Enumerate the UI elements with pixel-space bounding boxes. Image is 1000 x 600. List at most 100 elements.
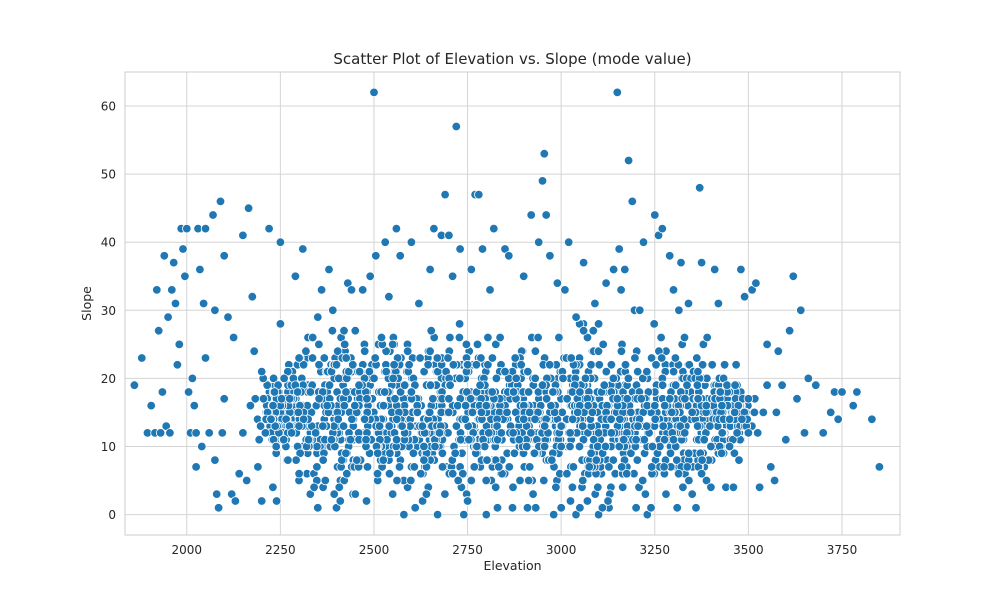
scatter-point [731, 360, 741, 370]
scatter-point [582, 496, 593, 506]
scatter-point [346, 285, 357, 295]
scatter-point [529, 448, 540, 459]
scatter-point [384, 292, 394, 302]
scatter-point [416, 469, 426, 479]
scatter-point [638, 237, 649, 247]
scatter-point [516, 360, 526, 370]
scatter-point [715, 387, 726, 397]
scatter-point [556, 441, 566, 452]
scatter-point [484, 428, 494, 438]
scatter-point [361, 496, 372, 506]
plot-frame [124, 71, 901, 536]
scatter-point [399, 509, 409, 520]
scatter-point [426, 326, 436, 336]
scatter-point [659, 462, 669, 472]
scatter-point [638, 475, 648, 486]
scatter-point [195, 264, 205, 275]
scatter-point [540, 421, 550, 431]
y-tick-label: 10 [101, 440, 116, 454]
scatter-point [301, 346, 311, 356]
scatter-point [526, 428, 536, 438]
x-tick-label: 2000 [172, 543, 203, 557]
scatter-point [451, 421, 462, 431]
scatter-point [137, 353, 147, 363]
scatter-point [312, 462, 322, 472]
scatter-point [444, 230, 454, 241]
scatter-point [710, 264, 720, 275]
scatter-point [395, 387, 406, 397]
scatter-point [180, 271, 190, 282]
scatter-point [432, 509, 443, 520]
scatter-point [673, 469, 684, 479]
scatter-point [362, 394, 372, 404]
scatter-point [701, 475, 712, 486]
scatter-point [372, 469, 383, 479]
scatter-point [753, 428, 763, 438]
x-tick-label: 3750 [827, 543, 858, 557]
scatter-point [699, 435, 709, 445]
scatter-point [318, 455, 328, 465]
scatter-point [626, 448, 636, 459]
scatter-point [129, 380, 140, 390]
y-axis-label: Slope [79, 286, 94, 321]
scatter-point [475, 380, 485, 390]
x-tick-label: 3500 [733, 543, 764, 557]
scatter-point [345, 435, 356, 445]
scatter-point [587, 407, 598, 418]
scatter-point [565, 496, 576, 506]
scatter-point [507, 503, 518, 513]
scatter-point [635, 305, 645, 316]
scatter-point [758, 407, 769, 418]
scatter-point [322, 400, 332, 411]
scatter-point [234, 469, 244, 479]
scatter-point [566, 353, 576, 363]
scatter-point [874, 462, 885, 472]
scatter-point [867, 414, 877, 425]
scatter-point [400, 380, 410, 390]
scatter-point [480, 441, 490, 452]
scatter-point [578, 257, 589, 268]
scatter-point [618, 482, 628, 493]
scatter-point [494, 462, 504, 472]
scatter-point [303, 435, 314, 445]
ticks-layer: 2000 2250 2500 2750 3000 3250 3500 3750 0 10 20 30 4… [101, 100, 858, 557]
scatter-point [682, 380, 692, 390]
scatter-point [491, 373, 502, 384]
scatter-point [717, 428, 727, 438]
scatter-point [622, 469, 632, 479]
scatter-point [370, 353, 380, 363]
scatter-point [249, 346, 259, 356]
scatter-point [425, 407, 435, 418]
scatter-point [466, 394, 476, 404]
scatter-point [593, 428, 604, 438]
scatter-point [697, 455, 707, 465]
scatter-point [477, 244, 488, 254]
scatter-point [701, 400, 712, 411]
y-tick-label: 60 [101, 100, 116, 114]
scatter-point [260, 428, 271, 438]
scatter-point [376, 332, 387, 343]
scatter-point [361, 435, 371, 445]
scatter-point [510, 353, 520, 363]
scatter-point [389, 360, 399, 370]
scatter-point [337, 455, 347, 465]
scatter-point [623, 155, 634, 166]
scatter-point [352, 455, 362, 465]
scatter-point [693, 394, 703, 404]
points-layer [129, 87, 885, 520]
scatter-point [208, 210, 218, 220]
scatter-point [483, 332, 493, 343]
scatter-point [266, 414, 276, 425]
scatter-point [818, 428, 828, 438]
scatter-point [348, 360, 358, 370]
scatter-point [676, 257, 686, 268]
scatter-point [743, 394, 754, 404]
scatter-point [471, 360, 482, 370]
scatter-point [530, 373, 540, 384]
scatter-point [539, 441, 550, 452]
scatter-point [692, 421, 703, 431]
scatter-point [659, 435, 670, 445]
scatter-point [275, 319, 286, 329]
scatter-point [496, 428, 507, 438]
scatter-point [608, 373, 619, 384]
